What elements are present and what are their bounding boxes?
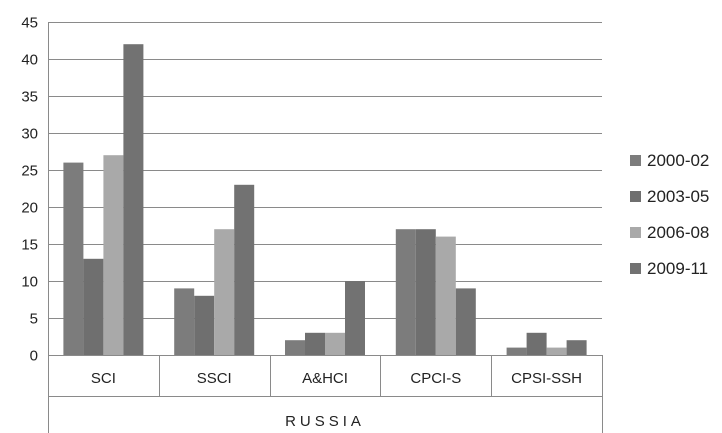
x-category-label: CPSI-SSH [511,370,582,387]
y-tick-label: 45 [21,15,38,32]
bar-2009-11-CPCI-S [455,288,476,355]
legend-label: 2006-08 [647,223,709,242]
legend-label: 2009-11 [647,259,708,278]
bar-2000-02-SSCI [174,288,195,355]
x-category-label: A&HCI [302,370,348,387]
y-tick-label: 40 [21,52,38,69]
y-tick-label: 15 [21,237,38,254]
bars [63,44,587,355]
bar-2003-05-SCI [83,258,104,355]
legend: 2000-02 2003-05 2006-08 2009-11 [630,151,709,278]
y-tick-label: 0 [30,348,38,365]
legend-label: 2003-05 [647,187,709,206]
bar-2009-11-CPSI-SSH [566,340,587,355]
y-tick-label: 20 [21,200,38,217]
bar-2006-08-SSCI [214,229,235,355]
legend-label: 2000-02 [647,151,709,170]
bar-2009-11-A&HCI [345,281,365,355]
bar-2003-05-SSCI [194,295,215,355]
y-tick-label: 10 [21,274,38,291]
bar-2000-02-CPCI-S [395,229,416,355]
bar-2000-02-A&HCI [285,340,305,355]
bar-2006-08-CPCI-S [435,236,456,355]
x-group-label: RUSSIA [285,413,365,430]
x-category-label: SCI [91,370,116,387]
legend-swatch [630,227,641,238]
bar-2000-02-CPSI-SSH [506,347,527,355]
x-category-label: SSCI [197,370,232,387]
bar-2006-08-A&HCI [325,332,345,355]
bar-2006-08-SCI [103,155,124,355]
bar-2000-02-SCI [63,162,84,355]
y-tick-labels: 0 5 10 15 20 25 30 35 40 45 [21,15,38,365]
legend-swatch [630,155,641,166]
x-category-labels: SCI SSCI A&HCI CPCI-S CPSI-SSH [91,370,582,387]
x-category-label: CPCI-S [410,370,461,387]
bar-2009-11-SCI [123,44,144,355]
axes [48,22,603,433]
group-label: RUSSIA [285,413,365,430]
legend-swatch [630,263,641,274]
bar-2003-05-CPCI-S [415,229,436,355]
y-tick-label: 25 [21,163,38,180]
bar-2003-05-CPSI-SSH [526,332,547,355]
bar-2003-05-A&HCI [305,332,325,355]
bar-2009-11-SSCI [234,184,255,355]
y-tick-label: 5 [30,311,38,328]
bar-2006-08-CPSI-SSH [546,347,567,355]
y-tick-label: 35 [21,89,38,106]
legend-swatch [630,191,641,202]
y-tick-label: 30 [21,126,38,143]
